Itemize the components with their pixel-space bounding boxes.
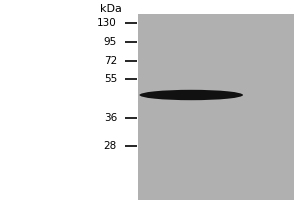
- Text: 72: 72: [104, 56, 117, 66]
- Text: 130: 130: [97, 18, 117, 28]
- Text: 95: 95: [104, 37, 117, 47]
- Text: 55: 55: [104, 74, 117, 84]
- Text: kDa: kDa: [100, 4, 122, 14]
- Text: 28: 28: [104, 141, 117, 151]
- Ellipse shape: [140, 90, 243, 100]
- Bar: [138, 14, 294, 200]
- Text: 36: 36: [104, 113, 117, 123]
